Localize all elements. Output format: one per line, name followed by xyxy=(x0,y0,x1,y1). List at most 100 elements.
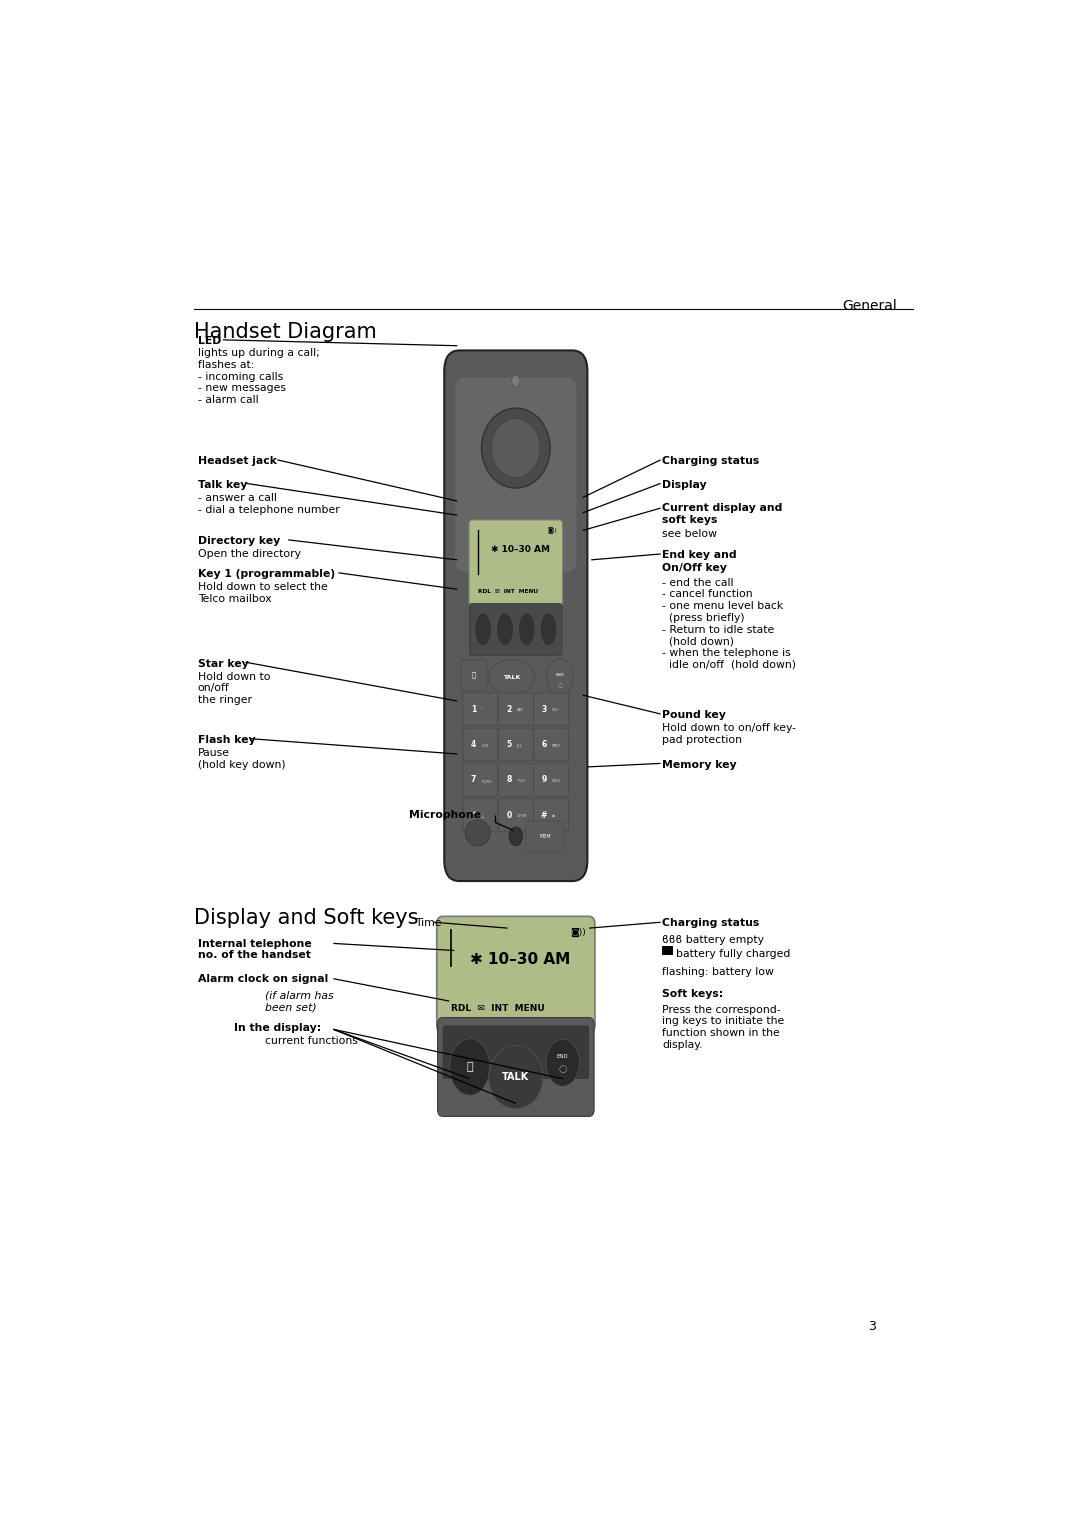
Ellipse shape xyxy=(488,660,535,695)
Text: Handset Diagram: Handset Diagram xyxy=(193,322,376,342)
Ellipse shape xyxy=(482,408,550,487)
Text: GHI: GHI xyxy=(482,744,488,747)
Text: Hold down to select the: Hold down to select the xyxy=(198,582,327,593)
Text: ᵒᵒ: ᵒᵒ xyxy=(482,709,485,712)
Text: soft keys: soft keys xyxy=(662,515,718,526)
Text: been set): been set) xyxy=(265,1002,316,1012)
Text: TALK: TALK xyxy=(503,675,521,680)
Text: ○: ○ xyxy=(557,681,563,688)
Text: General: General xyxy=(842,298,896,313)
Text: Headset jack: Headset jack xyxy=(198,457,276,466)
Text: lights up during a call;: lights up during a call; xyxy=(198,348,320,358)
Text: (if alarm has: (if alarm has xyxy=(265,990,334,1001)
Text: 3: 3 xyxy=(542,704,546,714)
FancyBboxPatch shape xyxy=(498,692,534,726)
Text: Microphone: Microphone xyxy=(408,810,481,821)
FancyBboxPatch shape xyxy=(498,764,534,796)
Text: current functions: current functions xyxy=(265,1036,357,1047)
Text: - when the telephone is: - when the telephone is xyxy=(662,648,791,659)
Text: LED: LED xyxy=(198,336,221,347)
Text: 8: 8 xyxy=(507,775,512,784)
Text: 2: 2 xyxy=(507,704,512,714)
Text: Current display and: Current display and xyxy=(662,503,783,513)
Text: Charging status: Charging status xyxy=(662,917,759,927)
Text: ✱ 10–30 AM: ✱ 10–30 AM xyxy=(490,544,550,553)
Text: OPER: OPER xyxy=(516,814,527,819)
Text: no. of the handset: no. of the handset xyxy=(198,950,311,961)
Text: - incoming calls: - incoming calls xyxy=(198,371,283,382)
Text: *: * xyxy=(472,811,476,819)
Ellipse shape xyxy=(491,419,540,477)
Text: (hold key down): (hold key down) xyxy=(198,759,285,770)
Ellipse shape xyxy=(488,1045,543,1109)
Text: Pound key: Pound key xyxy=(662,711,726,721)
Text: WXZ: WXZ xyxy=(552,779,562,782)
Text: 4: 4 xyxy=(471,740,476,749)
FancyBboxPatch shape xyxy=(526,821,565,851)
Text: 1: 1 xyxy=(471,704,476,714)
Text: Alarm clock on signal: Alarm clock on signal xyxy=(198,973,328,984)
Text: End key and: End key and xyxy=(662,550,737,561)
Text: MEM: MEM xyxy=(539,834,551,839)
Text: JKL: JKL xyxy=(516,744,523,747)
Text: - alarm call: - alarm call xyxy=(198,396,258,405)
FancyBboxPatch shape xyxy=(455,377,577,571)
FancyBboxPatch shape xyxy=(463,692,498,726)
Text: - answer a call: - answer a call xyxy=(198,494,276,503)
Text: Star key: Star key xyxy=(198,659,248,669)
FancyBboxPatch shape xyxy=(534,799,569,831)
FancyBboxPatch shape xyxy=(470,604,562,656)
FancyBboxPatch shape xyxy=(461,660,487,691)
Text: Display: Display xyxy=(662,480,707,490)
Text: - Return to idle state: - Return to idle state xyxy=(662,625,774,634)
Text: 9: 9 xyxy=(542,775,546,784)
Text: ○: ○ xyxy=(558,1063,567,1074)
Ellipse shape xyxy=(449,1039,490,1096)
Text: 6: 6 xyxy=(542,740,546,749)
Text: idle on/off  (hold down): idle on/off (hold down) xyxy=(662,660,796,669)
Text: END: END xyxy=(557,1054,568,1059)
Text: ✱ 10–30 AM: ✱ 10–30 AM xyxy=(470,952,570,967)
Text: (press briefly): (press briefly) xyxy=(662,613,745,623)
FancyBboxPatch shape xyxy=(443,1025,589,1079)
Text: In the display:: In the display: xyxy=(233,1024,321,1033)
FancyBboxPatch shape xyxy=(534,764,569,796)
FancyBboxPatch shape xyxy=(498,729,534,761)
Text: battery fully charged: battery fully charged xyxy=(676,949,791,960)
FancyBboxPatch shape xyxy=(534,692,569,726)
Text: - cancel function: - cancel function xyxy=(662,590,753,599)
Text: Key 1 (programmable): Key 1 (programmable) xyxy=(198,570,335,579)
Text: - one menu level back: - one menu level back xyxy=(662,601,784,611)
Text: Telco mailbox: Telco mailbox xyxy=(198,594,271,604)
Text: flashing: battery low: flashing: battery low xyxy=(662,967,774,976)
Text: pad protection: pad protection xyxy=(662,735,742,746)
FancyBboxPatch shape xyxy=(534,729,569,761)
Bar xyxy=(662,946,673,955)
Text: END: END xyxy=(555,674,564,677)
FancyBboxPatch shape xyxy=(463,799,498,831)
Text: Soft keys:: Soft keys: xyxy=(662,989,724,999)
Text: Flash key: Flash key xyxy=(198,735,255,746)
Text: - new messages: - new messages xyxy=(198,384,286,393)
Text: TUV: TUV xyxy=(516,779,525,782)
FancyBboxPatch shape xyxy=(463,764,498,796)
Text: 0: 0 xyxy=(507,811,512,819)
Ellipse shape xyxy=(518,613,535,646)
FancyBboxPatch shape xyxy=(437,1018,594,1117)
Text: △: △ xyxy=(482,814,484,819)
Text: PQRS: PQRS xyxy=(482,779,492,782)
Text: see below: see below xyxy=(662,529,717,539)
Text: on/off: on/off xyxy=(198,683,230,694)
Text: 3: 3 xyxy=(867,1320,876,1332)
Circle shape xyxy=(512,376,521,387)
Ellipse shape xyxy=(475,613,491,646)
Text: ◙)): ◙)) xyxy=(548,527,557,533)
Ellipse shape xyxy=(497,613,513,646)
Ellipse shape xyxy=(465,821,490,847)
Text: ABC: ABC xyxy=(516,709,525,712)
Text: Hold down to: Hold down to xyxy=(198,672,270,681)
FancyBboxPatch shape xyxy=(463,729,498,761)
Text: (hold down): (hold down) xyxy=(662,636,734,646)
Text: MNO: MNO xyxy=(552,744,562,747)
Text: Hold down to on/off key-: Hold down to on/off key- xyxy=(662,723,796,733)
